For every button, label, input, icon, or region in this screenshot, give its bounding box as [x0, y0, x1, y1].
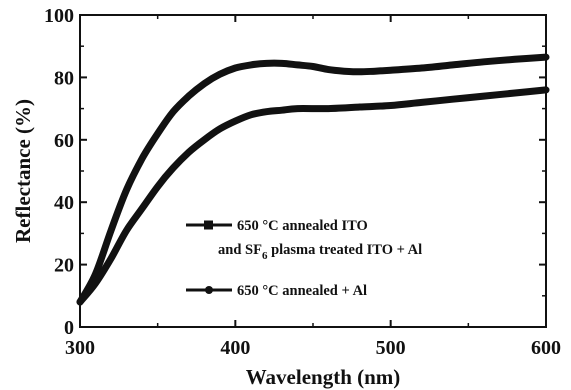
series-line-annealed-al: [76, 86, 550, 306]
y-tick-label: 100: [44, 5, 74, 27]
legend-label-sf6-line2: and SF6 plasma treated ITO + Al: [218, 242, 422, 262]
legend-label-sf6-subscript: 6: [262, 250, 268, 262]
legend-marker-square: [204, 220, 213, 230]
y-tick-label: 60: [54, 130, 74, 152]
legend-label-sf6-line2-suffix: plasma treated ITO + Al: [267, 242, 422, 258]
series-lines: [76, 53, 550, 306]
y-tick-label: 20: [54, 255, 74, 277]
axes: 300 400 500 600 0 20 40 60 80 100 Wavelength (nm) R…: [11, 5, 561, 389]
x-tick-label: 600: [531, 337, 561, 359]
y-tick-label: 0: [64, 317, 74, 339]
y-axis-title: Reflectance (%): [11, 99, 35, 243]
legend-label-sf6-line1: 650 °C annealed ITO: [237, 218, 368, 234]
y-tick-label: 40: [54, 192, 74, 214]
series-line-sf6-treated: [76, 53, 550, 306]
legend-label-annealed-al: 650 °C annealed + Al: [237, 283, 367, 299]
x-tick-label: 400: [220, 337, 250, 359]
legend-entry-sf6-treated: 650 °C annealed ITO and SF6 plasma treat…: [186, 218, 422, 262]
y-tick-label: 80: [54, 67, 74, 89]
x-tick-label: 300: [65, 337, 95, 359]
legend: 650 °C annealed ITO and SF6 plasma treat…: [186, 218, 422, 299]
legend-entry-annealed-al: 650 °C annealed + Al: [186, 283, 367, 299]
x-axis-title: Wavelength (nm): [246, 365, 401, 389]
legend-marker-circle: [205, 286, 213, 294]
legend-label-sf6-line2-prefix: and SF: [218, 242, 262, 258]
x-tick-label: 500: [376, 337, 406, 359]
